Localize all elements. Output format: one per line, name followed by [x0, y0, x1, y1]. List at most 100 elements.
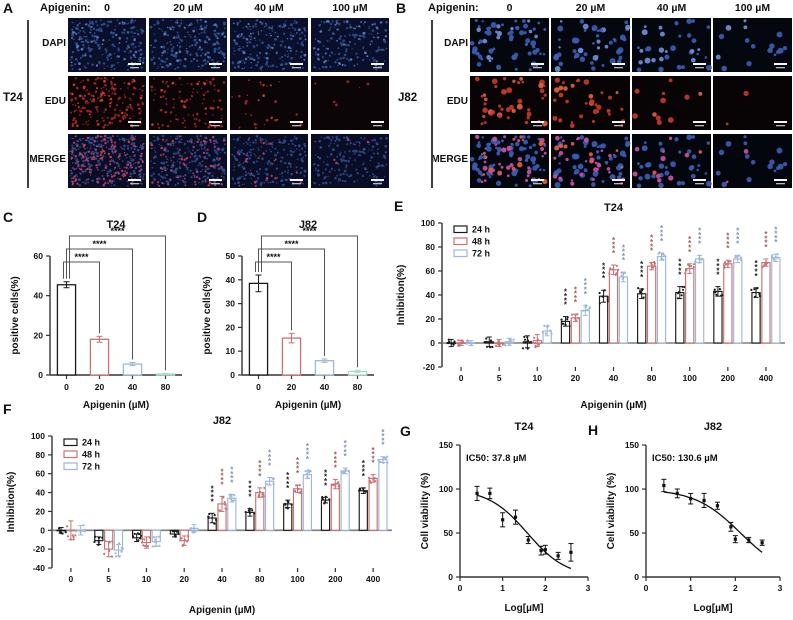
cell-dot	[265, 62, 268, 66]
cell-dot	[295, 166, 298, 169]
cell-dot	[480, 94, 484, 98]
cell-dot	[132, 159, 135, 162]
cell-dot	[327, 59, 329, 62]
cell-dot	[113, 45, 116, 48]
data-point	[142, 544, 145, 547]
cell-dot	[715, 170, 721, 176]
cell-dot	[486, 54, 492, 60]
cell-dot	[237, 48, 241, 51]
data-point	[185, 540, 189, 543]
cell-dot	[100, 143, 103, 146]
bar	[227, 497, 237, 531]
cell-dot	[265, 57, 269, 60]
cell-dot	[106, 174, 109, 177]
cell-dot	[293, 20, 296, 22]
cell-dot	[542, 52, 546, 56]
cell-dot	[358, 150, 361, 153]
cell-dot	[209, 106, 213, 110]
scale-bar	[612, 63, 625, 65]
cell-dot	[181, 84, 183, 86]
cell-dot	[376, 36, 380, 39]
cell-dot	[183, 177, 186, 180]
cell-dot	[133, 32, 136, 35]
cell-dot	[482, 151, 486, 155]
cell-dot	[113, 88, 115, 90]
cell-dot	[512, 79, 516, 83]
chart-title: J82	[299, 219, 317, 231]
cell-dot	[249, 53, 252, 56]
cell-dot	[280, 171, 284, 175]
cell-dot	[333, 33, 336, 35]
data-point	[97, 536, 100, 539]
cell-dot	[107, 182, 109, 184]
cell-dot	[514, 135, 518, 139]
cell-dot	[211, 174, 214, 178]
data-point	[214, 518, 218, 521]
cell-dot	[142, 173, 145, 176]
significance-star: *	[602, 274, 606, 283]
cell-dot	[523, 139, 529, 145]
cell-dot	[199, 18, 202, 22]
data-point	[690, 264, 693, 268]
cell-dot	[164, 140, 167, 143]
cell-dot	[283, 32, 286, 35]
cell-dot	[116, 177, 119, 180]
cell-dot	[625, 24, 631, 31]
cell-dot	[224, 27, 226, 30]
cell-dot	[92, 99, 96, 103]
cell-dot	[358, 34, 361, 37]
cell-dot	[355, 25, 358, 28]
data-point	[569, 550, 573, 554]
cell-dot	[259, 39, 261, 41]
cell-dot	[195, 52, 198, 55]
cell-dot	[78, 184, 82, 187]
cell-dot	[216, 37, 219, 40]
cell-dot	[122, 174, 124, 176]
x-tick-label: 100	[290, 574, 304, 584]
cell-dot	[77, 105, 80, 109]
cell-dot	[492, 136, 498, 142]
cell-dot	[494, 84, 498, 89]
bar	[264, 480, 275, 531]
cell-dot	[352, 149, 356, 153]
apigenin-concentration-label: 40 µM	[254, 2, 284, 14]
cell-dot	[574, 168, 580, 175]
cell-dot	[184, 58, 187, 61]
bar	[751, 292, 761, 344]
cell-dot	[185, 49, 188, 53]
cell-dot	[362, 147, 366, 151]
cell-dot	[660, 97, 667, 104]
cell-dot	[284, 161, 287, 165]
cell-dot	[140, 94, 142, 97]
cell-dot	[176, 59, 179, 63]
cell-dot	[287, 169, 290, 172]
data-point	[223, 503, 227, 506]
cell-dot	[209, 164, 212, 167]
bar	[771, 257, 781, 344]
scale-bar-caption	[211, 183, 220, 185]
cell-dot	[123, 140, 126, 142]
cell-dot	[571, 153, 578, 160]
cell-dot	[528, 68, 532, 72]
cell-dot	[345, 20, 349, 23]
cell-dot	[674, 137, 679, 142]
x-tick-label: 80	[161, 382, 171, 392]
cell-dot	[104, 141, 107, 145]
cell-dot	[127, 138, 130, 140]
cell-dot	[681, 65, 685, 70]
data-point	[675, 491, 679, 495]
cell-dot	[190, 176, 193, 179]
scale-bar-caption	[533, 183, 542, 185]
cell-dot	[220, 117, 223, 120]
cell-dot	[178, 24, 181, 27]
cell-dot	[592, 178, 595, 181]
cell-dot	[345, 166, 348, 169]
cell-dot	[170, 20, 172, 22]
cell-dot	[150, 85, 154, 89]
cell-dot	[595, 34, 600, 38]
cell-dot	[70, 171, 74, 175]
cell-dot	[337, 22, 341, 26]
scale-bar-caption	[373, 125, 382, 127]
cell-dot	[211, 77, 215, 81]
cell-dot	[362, 162, 365, 164]
